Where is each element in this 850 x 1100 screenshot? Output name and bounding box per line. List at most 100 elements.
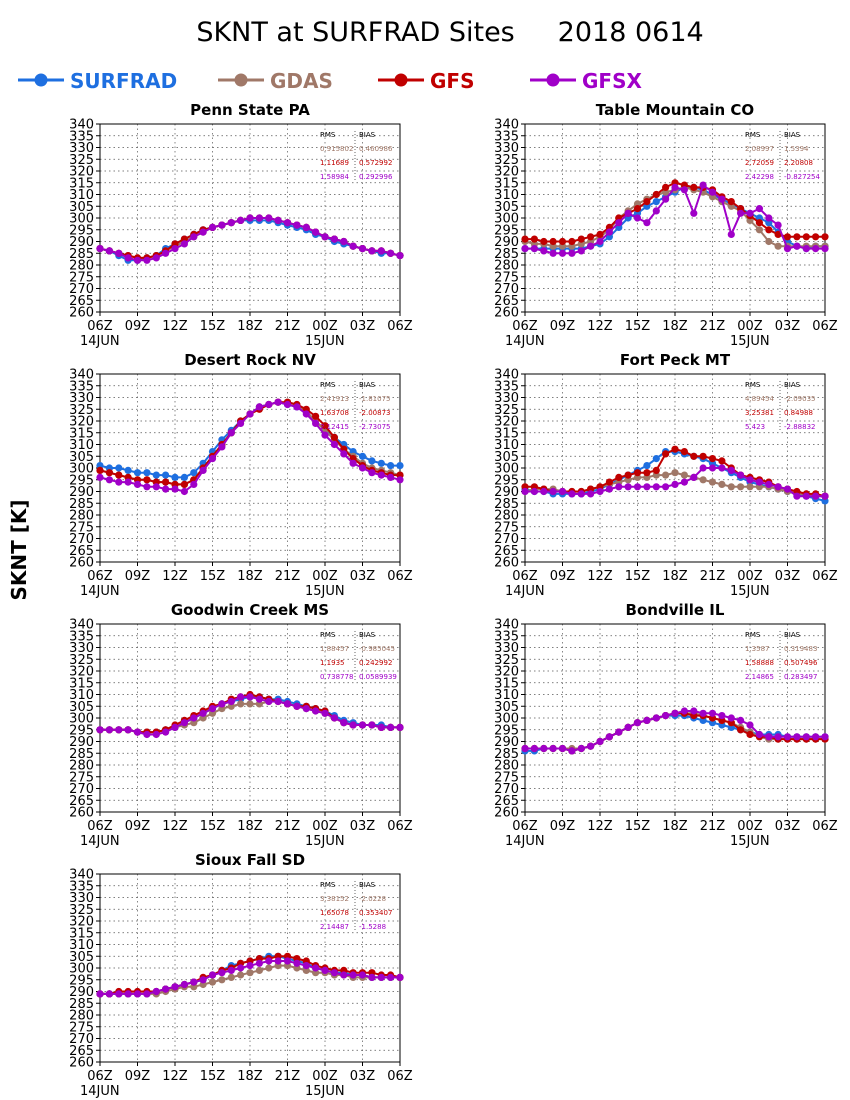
ytick-label: 340	[69, 868, 94, 883]
data-point	[105, 476, 113, 484]
xtick-label: 00Z	[312, 819, 338, 834]
data-point	[143, 469, 151, 477]
data-point	[152, 471, 160, 479]
date-label: 14JUN	[80, 834, 120, 849]
xtick-label: 21Z	[700, 319, 726, 334]
data-point	[690, 473, 698, 481]
legend-label: GFSX	[582, 69, 642, 93]
data-point	[293, 221, 301, 229]
legend-item-surfrad: SURFRAD	[18, 69, 177, 93]
data-point	[255, 214, 263, 222]
data-point	[718, 195, 726, 203]
date-label: 14JUN	[80, 1084, 120, 1099]
data-point	[312, 419, 320, 427]
data-point	[321, 966, 329, 975]
data-point	[755, 478, 764, 486]
panel-fort-peck-mt: Fort Peck MT2602652702752802852902953003…	[494, 351, 838, 599]
data-point	[321, 709, 329, 717]
ytick-label: 290	[69, 985, 94, 1000]
data-point	[605, 478, 614, 486]
data-point	[162, 485, 170, 493]
data-point	[793, 492, 801, 500]
data-point	[133, 728, 142, 736]
series-gfs	[521, 179, 829, 246]
data-point	[605, 485, 614, 493]
data-point	[237, 971, 245, 979]
data-point	[549, 237, 557, 246]
ytick-label: 275	[69, 1020, 94, 1035]
panels: Penn State PA260265270275280285290295300…	[69, 101, 838, 1099]
data-point	[246, 700, 254, 708]
data-point	[105, 990, 113, 998]
data-point	[540, 237, 548, 246]
data-point	[690, 209, 698, 217]
ytick-label: 320	[69, 665, 94, 680]
date-label: 15JUN	[305, 834, 345, 849]
ytick-label: 305	[69, 450, 94, 465]
stats-rms-gdas: 2.41913	[320, 395, 349, 403]
data-point	[587, 490, 595, 498]
data-point	[387, 462, 395, 470]
xtick-label: 18Z	[237, 819, 263, 834]
stats-bias-gdas: 0.319483	[784, 645, 817, 653]
data-point	[558, 237, 567, 246]
xtick-label: 06Z	[87, 819, 113, 834]
data-point	[293, 403, 301, 411]
data-point	[774, 221, 782, 229]
data-point	[218, 969, 226, 977]
data-point	[624, 723, 632, 732]
stats-bias-gdas: 0.460986	[359, 145, 393, 153]
panel-penn-state-pa: Penn State PA 260265270275280285290295300…	[69, 101, 413, 349]
date-label: 15JUN	[730, 584, 770, 599]
data-point	[587, 242, 595, 250]
data-point	[283, 400, 292, 409]
series-line	[99, 219, 401, 262]
data-point	[521, 744, 529, 753]
data-point	[349, 459, 357, 467]
xtick-label: 18Z	[662, 319, 688, 334]
data-point	[171, 245, 179, 253]
data-point	[115, 471, 123, 479]
data-point	[265, 400, 273, 409]
data-point	[246, 969, 254, 977]
data-point	[755, 205, 764, 213]
xtick-label: 21Z	[275, 319, 301, 334]
xtick-label: 09Z	[125, 319, 151, 334]
data-point	[821, 245, 829, 253]
data-point	[662, 471, 670, 479]
data-point	[105, 726, 113, 734]
data-point	[180, 980, 188, 989]
ytick-label: 325	[69, 403, 94, 418]
data-point	[708, 478, 717, 486]
data-point	[812, 245, 820, 253]
stats-bias-gfs: 0.242992	[359, 659, 392, 667]
data-point	[624, 209, 632, 217]
stats-rms-gfs: 3.25381	[745, 409, 774, 417]
date-label: 15JUN	[305, 334, 345, 349]
ytick-label: 270	[69, 282, 94, 297]
data-point	[680, 471, 689, 479]
ytick-label: 340	[494, 118, 519, 133]
data-point	[321, 431, 329, 439]
data-point	[237, 964, 245, 972]
stats-rms-gfsx: 2.14865	[745, 673, 774, 681]
ytick-label: 280	[494, 259, 519, 274]
data-point	[671, 709, 679, 717]
data-point	[605, 228, 614, 236]
ytick-label: 260	[69, 556, 94, 571]
stats-bias-gdas: -2.09035	[784, 395, 815, 403]
xtick-label: 18Z	[662, 819, 688, 834]
data-point	[321, 422, 329, 430]
xtick-label: 06Z	[812, 569, 838, 584]
stats-bias-gdas: 1.5394	[784, 145, 809, 153]
data-point	[162, 985, 170, 993]
xtick-label: 09Z	[125, 819, 151, 834]
data-point	[549, 487, 557, 496]
ytick-label: 315	[494, 176, 519, 191]
ytick-label: 270	[69, 532, 94, 547]
xtick-label: 09Z	[550, 569, 576, 584]
stats-header-bias: BIAS	[784, 631, 801, 639]
grid	[525, 624, 825, 812]
data-point	[549, 744, 557, 753]
data-point	[358, 245, 367, 253]
